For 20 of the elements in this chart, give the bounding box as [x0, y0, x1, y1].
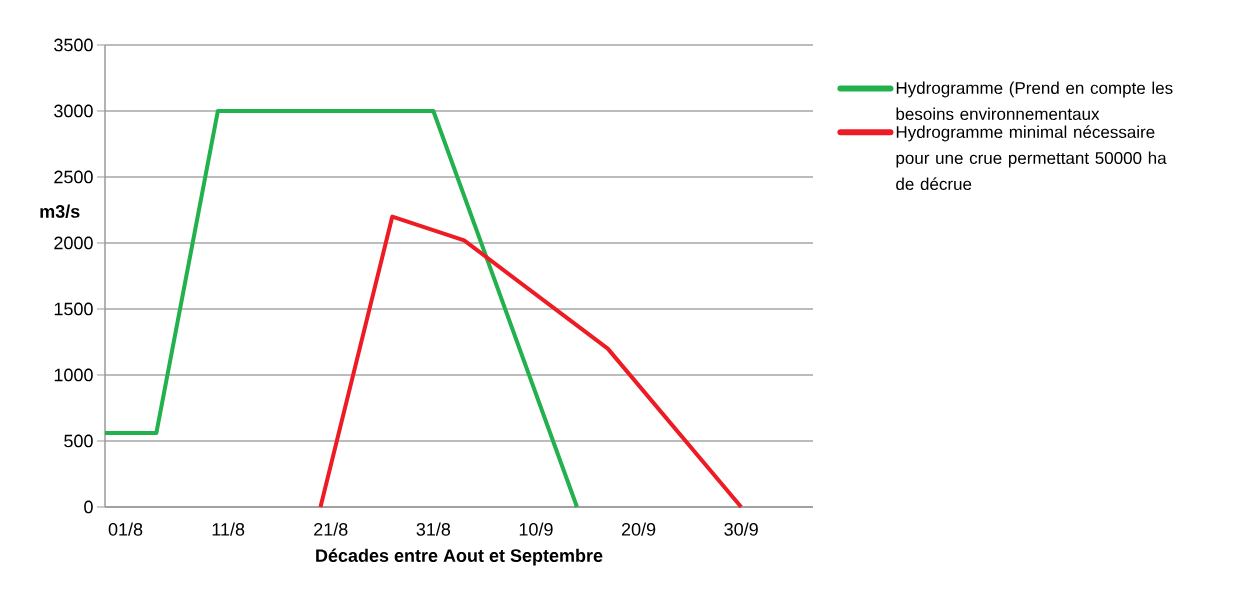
y-tick-label: 1500: [54, 302, 93, 316]
y-tick-label: 3500: [54, 38, 93, 52]
y-tick-label: 2500: [54, 170, 93, 184]
legend-label: Hydrogramme minimal nécessaire pour une crue permettant 50000 ha de décrue: [896, 125, 1167, 191]
x-tick-label: 01/8: [108, 522, 143, 536]
x-tick-label: 20/9: [621, 522, 656, 536]
y-tick-label: 2000: [54, 236, 93, 250]
line-series: [318, 214, 744, 509]
y-tick-label: 3000: [54, 104, 93, 118]
y-tick-label: 0: [84, 500, 93, 514]
x-tick-label: 31/8: [416, 522, 451, 536]
x-tick-label: 30/9: [724, 522, 758, 536]
y-tick-label: 1000: [54, 368, 93, 382]
y-axis-title: m3/s: [40, 204, 80, 219]
x-tick-label: 11/8: [212, 522, 245, 536]
x-tick-label: 10/9: [519, 522, 553, 536]
legend-label: Hydrogramme (Prend en compte les besoins environnementaux: [896, 81, 1173, 121]
x-axis-title: Décades entre Aout et Septembre: [316, 548, 603, 566]
y-tick-label: 500: [64, 434, 93, 448]
x-tick-label: 21/8: [314, 522, 348, 536]
